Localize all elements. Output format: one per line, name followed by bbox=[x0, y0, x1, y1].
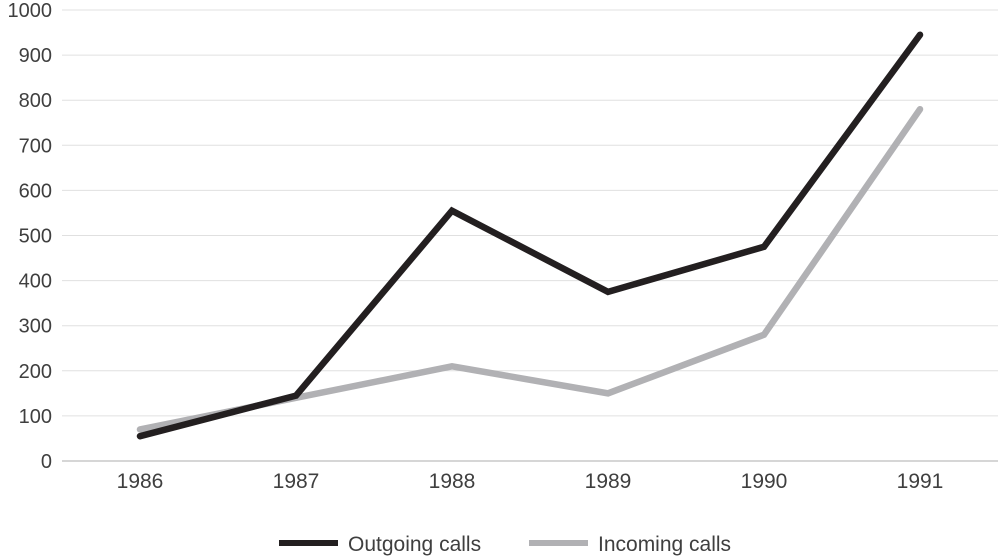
x-tick-label: 1990 bbox=[741, 470, 788, 493]
y-tick-label: 200 bbox=[19, 361, 52, 383]
series-lines bbox=[136, 31, 924, 440]
legend-label-incoming-calls: Incoming calls bbox=[598, 533, 731, 556]
y-tick-label: 700 bbox=[19, 135, 52, 157]
y-tick-label: 800 bbox=[19, 90, 52, 112]
y-tick-label: 100 bbox=[19, 406, 52, 428]
x-tick-label: 1988 bbox=[429, 470, 476, 493]
y-tick-label: 300 bbox=[19, 316, 52, 338]
y-tick-label: 400 bbox=[19, 271, 52, 293]
x-tick-label: 1987 bbox=[273, 470, 320, 493]
legend: Outgoing calls Incoming calls bbox=[279, 533, 731, 556]
y-tick-label: 500 bbox=[19, 226, 52, 248]
y-tick-label: 900 bbox=[19, 45, 52, 67]
legend-label-outgoing-calls: Outgoing calls bbox=[348, 533, 481, 556]
y-tick-label: 600 bbox=[19, 180, 52, 202]
series-line-incoming-calls bbox=[136, 105, 924, 433]
y-tick-label: 1000 bbox=[8, 0, 53, 22]
y-axis-labels: 0 100 200 300 400 500 600 700 800 900 1000 bbox=[8, 0, 53, 473]
series-line-outgoing-calls bbox=[136, 31, 924, 440]
x-tick-label: 1991 bbox=[897, 470, 944, 493]
x-tick-label: 1989 bbox=[585, 470, 632, 493]
x-axis-labels: 1986 1987 1988 1989 1990 1991 bbox=[117, 470, 944, 493]
y-tick-label: 0 bbox=[41, 451, 52, 473]
x-tick-label: 1986 bbox=[117, 470, 164, 493]
gridlines bbox=[62, 9, 998, 462]
